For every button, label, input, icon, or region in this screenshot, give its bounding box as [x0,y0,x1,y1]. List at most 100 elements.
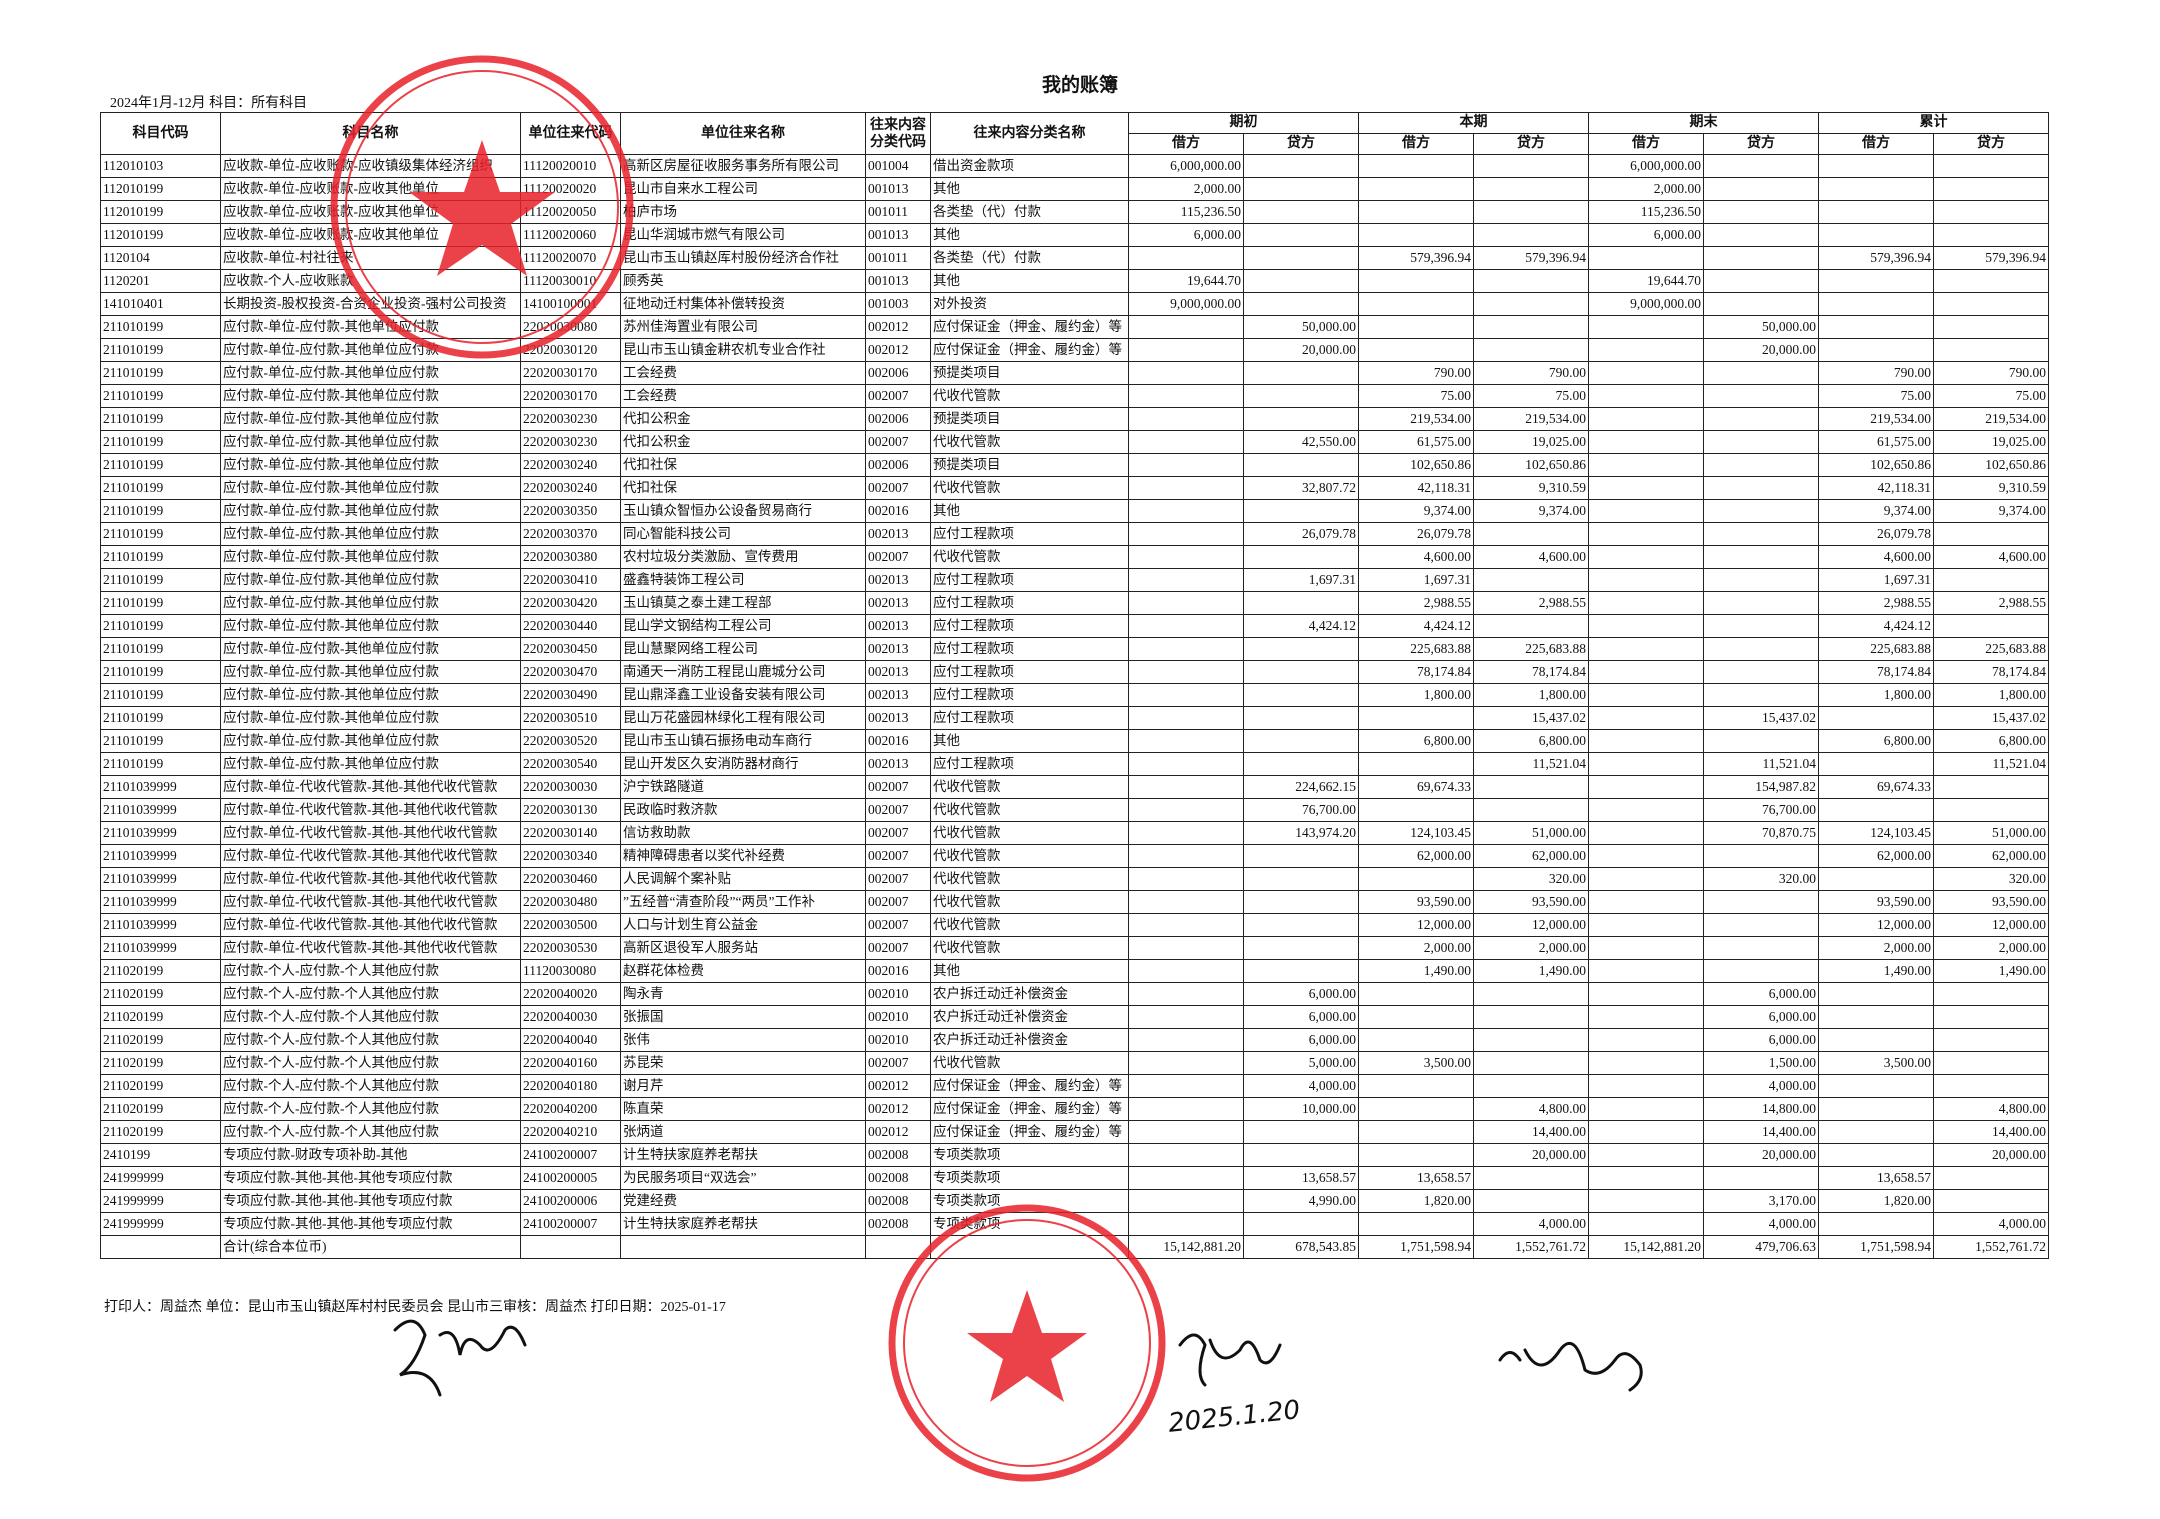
cell-category-name: 预提类项目 [930,453,1129,477]
cell-category-name: 其他 [930,959,1129,983]
cell-current-credit: 102,650.86 [1473,453,1589,477]
cell-cumulative-credit: 14,400.00 [1933,1120,2049,1144]
cell-closing-credit [1703,913,1819,937]
cell-category-name: 其他 [930,177,1129,201]
cell-closing-credit: 20,000.00 [1703,338,1819,362]
cell-cumulative-credit [1933,1074,2049,1098]
cell-cumulative-debit: 62,000.00 [1818,844,1934,868]
cell-closing-credit [1703,568,1819,592]
cell-current-credit [1473,154,1589,178]
cell-current-debit: 2,000.00 [1358,936,1474,960]
cell-category-code: 002012 [865,1097,931,1121]
table-row: 21101039999 应付款-单位-代收代管款-其他-其他代收代管款 220200… [100,867,2049,891]
cell-subject-code: 211020199 [100,1074,221,1098]
cell-subject-code: 211010199 [100,591,221,615]
cell-current-credit: 219,534.00 [1473,407,1589,431]
cell-subject-name: 应付款-单位-应付款-其他单位应付款 [220,614,521,638]
cell-subject-name: 应收款-单位-应收账款-应收其他单位 [220,177,521,201]
cell-opening-credit [1243,1120,1359,1144]
cell-subject-code: 211010199 [100,315,221,339]
cell-closing-debit: 2,000.00 [1588,177,1704,201]
cell-category-name: 各类垫（代）付款 [930,246,1129,270]
cell-subject-name: 应付款-个人-应付款-个人其他应付款 [220,1120,521,1144]
cell-opening-credit [1243,706,1359,730]
cell-current-debit [1358,798,1474,822]
cell-opening-debit [1128,1074,1244,1098]
cell-subject-code: 2410199 [100,1143,221,1167]
cell-category-code: 002012 [865,315,931,339]
cell-opening-credit: 26,079.78 [1243,522,1359,546]
table-row: 211010199 应付款-单位-应付款-其他单位应付款 22020030230 代扣… [100,430,2049,454]
cell-cumulative-credit [1933,1028,2049,1052]
cell-cumulative-debit [1818,154,1934,178]
table-row: 211010199 应付款-单位-应付款-其他单位应付款 22020030470 南通… [100,660,2049,684]
cell-opening-debit [1128,591,1244,615]
cell-opening-credit: 76,700.00 [1243,798,1359,822]
cell-current-debit [1358,1074,1474,1098]
cell-cumulative-credit [1933,982,2049,1006]
cell-closing-credit [1703,407,1819,431]
cell-closing-credit [1703,384,1819,408]
cell-closing-debit [1588,430,1704,454]
cell-current-credit [1473,1005,1589,1029]
cell-cumulative-debit: 13,658.57 [1818,1166,1934,1190]
cell-current-debit [1358,1005,1474,1029]
cell-opening-credit [1243,361,1359,385]
cell-unit-code: 22020030340 [520,844,621,868]
cell-current-credit [1473,223,1589,247]
cell-current-debit: 42,118.31 [1358,476,1474,500]
table-row: 21101039999 应付款-单位-代收代管款-其他-其他代收代管款 220200… [100,798,2049,822]
cell-subject-code: 211020199 [100,1005,221,1029]
cell-opening-debit [1128,844,1244,868]
cell-unit-name: 陈直荣 [620,1097,866,1121]
cell-unit-code: 22020040020 [520,982,621,1006]
cell-closing-debit [1588,1166,1704,1190]
cell-current-debit [1358,706,1474,730]
cell-opening-credit [1243,200,1359,224]
cell-opening-debit: 6,000.00 [1128,223,1244,247]
cell-opening-credit [1243,683,1359,707]
table-row: 211010199 应付款-单位-应付款-其他单位应付款 22020030350 玉山… [100,499,2049,523]
cell-current-debit [1358,338,1474,362]
table-row: 211010199 应付款-单位-应付款-其他单位应付款 22020030380 农村… [100,545,2049,569]
cell-subject-code: 21101039999 [100,775,221,799]
cell-closing-debit [1588,890,1704,914]
cell-closing-debit [1588,384,1704,408]
cell-closing-credit: 4,000.00 [1703,1074,1819,1098]
cell-closing-credit: 11,521.04 [1703,752,1819,776]
cell-unit-name: 人口与计划生育公益金 [620,913,866,937]
cell-category-name: 代收代管款 [930,476,1129,500]
cell-cumulative-credit [1933,614,2049,638]
cell-opening-debit [1128,798,1244,822]
total-opening-debit: 15,142,881.20 [1128,1235,1244,1259]
cell-current-debit: 69,674.33 [1358,775,1474,799]
cell-subject-code: 211010199 [100,545,221,569]
cell-cumulative-credit: 2,988.55 [1933,591,2049,615]
cell-closing-debit [1588,522,1704,546]
cell-subject-code: 1120201 [100,269,221,293]
cell-category-code: 001011 [865,200,931,224]
cell-subject-name: 应付款-单位-应付款-其他单位应付款 [220,315,521,339]
cell-cumulative-credit: 4,000.00 [1933,1212,2049,1236]
cell-current-credit: 14,400.00 [1473,1120,1589,1144]
cell-category-code: 002013 [865,660,931,684]
cell-cumulative-debit [1818,982,1934,1006]
cell-opening-credit [1243,499,1359,523]
cell-category-code: 002013 [865,752,931,776]
cell-current-debit: 225,683.88 [1358,637,1474,661]
cell-opening-credit [1243,591,1359,615]
cell-opening-credit: 20,000.00 [1243,338,1359,362]
cell-subject-code: 211010199 [100,683,221,707]
cell-opening-credit: 4,990.00 [1243,1189,1359,1213]
cell-unit-code: 22020030490 [520,683,621,707]
cell-subject-name: 应付款-单位-应付款-其他单位应付款 [220,683,521,707]
cell-closing-debit [1588,499,1704,523]
cell-category-code: 002008 [865,1189,931,1213]
cell-cumulative-debit: 42,118.31 [1818,476,1934,500]
cell-cumulative-debit: 790.00 [1818,361,1934,385]
cell-closing-credit [1703,1166,1819,1190]
total-label: 合计(综合本位币) [220,1235,521,1259]
cell-closing-credit [1703,223,1819,247]
cell-cumulative-credit: 4,600.00 [1933,545,2049,569]
cell-closing-credit: 76,700.00 [1703,798,1819,822]
